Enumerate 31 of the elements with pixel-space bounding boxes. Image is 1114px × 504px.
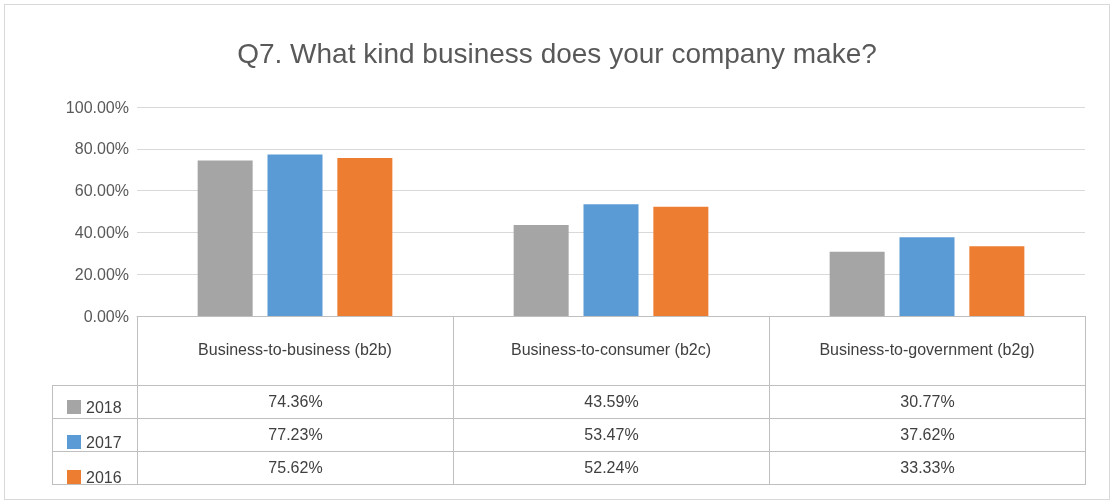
data-label: 37.62% [769, 418, 1086, 452]
data-label: 53.47% [453, 418, 770, 452]
bar [197, 160, 253, 316]
data-label: 74.36% [137, 385, 454, 419]
bar [653, 206, 709, 316]
data-label: 77.23% [137, 418, 454, 452]
bar [583, 204, 639, 316]
y-tick-label: 60.00% [74, 182, 129, 200]
x-tick-label: Business-to-government (b2g) [819, 340, 1035, 358]
bar [969, 246, 1025, 316]
bar [899, 237, 955, 316]
data-label: 30.77% [769, 385, 1086, 419]
data-label: 43.59% [453, 385, 770, 419]
y-tick-label: 80.00% [74, 140, 129, 158]
bar [337, 157, 393, 316]
data-label: 33.33% [769, 451, 1086, 485]
y-tick-label: 20.00% [74, 265, 129, 283]
chart-title: Q7. What kind business does your company make? [237, 37, 877, 69]
legend-label: 2016 [86, 468, 122, 486]
legend-label: 2018 [86, 398, 122, 416]
y-tick-label: 40.00% [74, 223, 129, 241]
data-label: 52.24% [453, 451, 770, 485]
bar [829, 251, 885, 316]
data-label: 75.62% [137, 451, 454, 485]
x-tick-label: Business-to-consumer (b2c) [510, 340, 712, 358]
legend-label: 2017 [86, 433, 122, 451]
y-tick-label: 0.00% [83, 307, 129, 325]
y-tick-label: 100.00% [65, 98, 129, 116]
bar [267, 154, 323, 316]
x-tick-label: Business-to-business (b2b) [198, 340, 392, 358]
bar [513, 224, 569, 316]
